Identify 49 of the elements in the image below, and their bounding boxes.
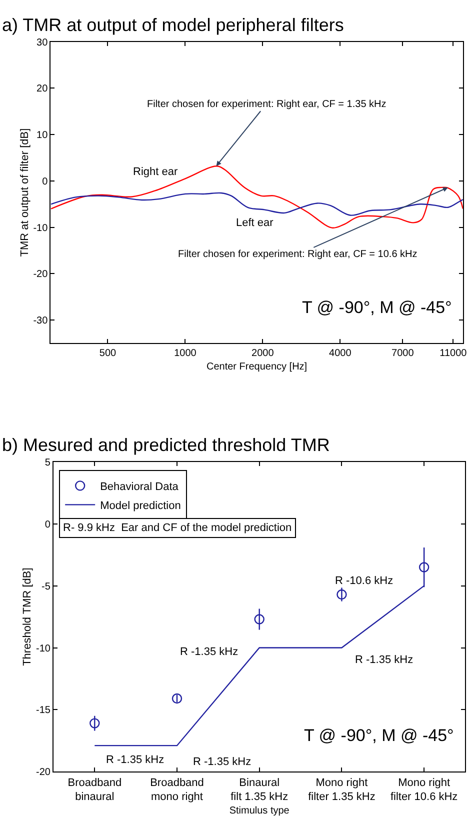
annotation: T @ -90°, M @ -45° (302, 298, 452, 317)
y-axis-title: TMR at output of filter [dB] (18, 128, 31, 257)
annotation: Filter chosen for experiment: Right ear, CF = 10.6 kHz (178, 249, 418, 260)
annotation: Filter chosen for experiment: Right ear, CF = 1.35 kHz (147, 99, 386, 110)
annotation: R- 9.9 kHz Ear and CF of the model prediction (63, 522, 292, 534)
series-label: Left ear (236, 217, 274, 229)
series-label: Right ear (133, 166, 178, 178)
x-tick-label: 500 (99, 348, 117, 360)
annotation: R -1.35 kHz (355, 654, 414, 666)
y-tick-label: 30 (36, 37, 48, 48)
point (254, 614, 264, 624)
x-tick-label: Binaural filt 1.35 kHz (230, 776, 288, 804)
point (418, 562, 430, 572)
y-tick-label: -5 (42, 581, 51, 592)
point (90, 718, 100, 728)
x-axis-title: Center Frequency [Hz] (206, 362, 308, 373)
annotation: T @ -90°, M @ -45° (304, 726, 454, 745)
point (336, 589, 347, 600)
y-tick-label: 20 (36, 84, 48, 95)
x-axis-title: Stimulus type (229, 806, 290, 817)
y-tick-label: 10 (36, 130, 48, 142)
y-tick-label: -20 (33, 269, 48, 280)
x-tick-label: 11000 (440, 348, 468, 360)
y-tick-label: -10 (36, 643, 51, 654)
x-tick-label: Broadband binaural (68, 776, 122, 804)
legend-label: Model prediction (100, 500, 181, 512)
y-tick-label: -10 (33, 222, 48, 234)
chart-title: b) Mesured and predicted threshold TMR (2, 435, 330, 455)
y-tick-label: -30 (33, 316, 48, 327)
annotation: R -1.35 kHz (106, 754, 164, 766)
x-tick-label: 7000 (392, 348, 414, 360)
y-tick-label: 0 (44, 519, 51, 530)
y-tick-label: 0 (42, 176, 48, 188)
y-tick-label: -15 (36, 705, 51, 716)
x-tick-label: 2000 (252, 348, 274, 360)
annotation: R -10.6 kHz (335, 575, 394, 587)
x-tick-label: Broadband mono right (150, 776, 204, 804)
annotation: R -1.35 kHz (180, 646, 238, 658)
x-tick-label: 1000 (174, 348, 197, 360)
x-tick-label: Mono right filter 10.6 kHz (390, 776, 458, 804)
y-tick-label: 5 (44, 458, 51, 468)
legend-label: Behavioral Data (100, 480, 180, 493)
annotation: R -1.35 kHz (193, 756, 252, 768)
x-tick-label: Mono right filter 1.35 kHz (308, 776, 376, 804)
x-tick-label: 4000 (329, 348, 352, 360)
chart-title: a) TMR at output of model peripheral filters (2, 15, 344, 35)
y-axis-title: Threshold TMR [dB] (22, 568, 34, 666)
y-tick-label: -20 (36, 767, 51, 778)
point (172, 693, 182, 704)
